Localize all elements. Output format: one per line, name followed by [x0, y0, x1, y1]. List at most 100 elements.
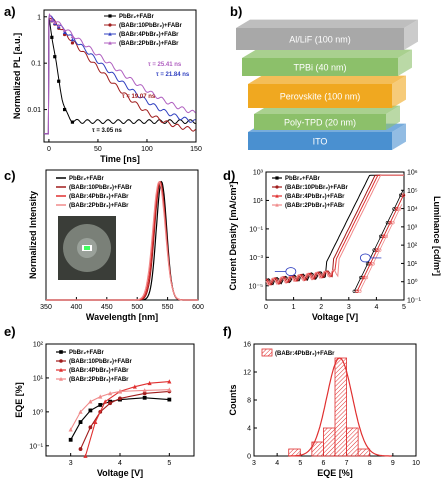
panel-label: e) — [4, 324, 16, 339]
eqe-marker — [88, 399, 93, 404]
y2-tick-label: 10⁶ — [407, 170, 418, 177]
legend-entry: (BABr:10PbBr₂)+FABr — [119, 23, 183, 29]
layer-top-face — [248, 75, 406, 84]
x-tick-label: 100 — [141, 146, 153, 153]
legend-entry: (BABr:2PbBr₂)+FABr — [69, 377, 129, 383]
x-tick-label: 450 — [101, 304, 113, 311]
eqe-line — [70, 397, 170, 441]
eqe-marker — [117, 389, 123, 394]
series-marker — [53, 20, 57, 25]
x-tick-label: 400 — [71, 304, 83, 311]
y-tick-label: 0.1 — [31, 61, 41, 68]
legend-entry: (BABr:4PbBr₂)+FABr — [285, 194, 345, 200]
legend-marker — [59, 367, 63, 372]
eqe-marker — [132, 384, 137, 389]
layer-top-face — [242, 49, 412, 58]
eqe-marker — [147, 380, 152, 386]
x-axis-label: Wavelength [nm] — [86, 312, 158, 322]
y2-tick-label: 10⁰ — [407, 278, 418, 286]
layer-label: ITO — [313, 137, 328, 147]
series-marker — [70, 37, 75, 42]
indicator-circle — [359, 253, 371, 263]
x-tick-label: 4 — [374, 304, 378, 311]
layer-front-face — [254, 114, 386, 130]
current-density-line — [265, 174, 404, 286]
x-tick-label: 5 — [298, 460, 302, 467]
legend-entry: PbBr₂+FABr — [69, 176, 105, 182]
legend-entry: PbBr₂+FABr — [285, 176, 321, 182]
legend-marker — [275, 203, 279, 207]
legend-entry: PbBr₂+FABr — [119, 14, 155, 20]
legend-entry: (BABr:2PbBr₂)+FABr — [69, 203, 129, 209]
y-axis-label: Current Density [mA/cm²] — [228, 181, 238, 290]
axes-a-frame — [43, 9, 197, 143]
legend-entry: (BABr:10PbBr₂)+FABr — [285, 185, 349, 191]
x-tick-label: 9 — [391, 460, 395, 467]
legend-swatch — [261, 348, 273, 357]
luminance-marker — [371, 262, 375, 266]
eqe-marker — [98, 394, 103, 399]
layer-label: Perovskite (100 nm) — [280, 92, 361, 102]
series-marker — [56, 23, 61, 28]
x-tick-label: 4 — [275, 460, 279, 467]
y-tick-label: 10⁻¹ — [29, 443, 43, 450]
series-marker — [57, 79, 61, 83]
legend-entry: (BABr:2PbBr₂)+FABr — [119, 41, 179, 47]
x-tick-label: 8 — [368, 460, 372, 467]
x-axis-label: EQE [%] — [317, 468, 353, 478]
eqe-marker — [142, 391, 147, 396]
x-tick-label: 1 — [292, 304, 296, 311]
y-axis-label: EQE [%] — [14, 382, 24, 418]
eqe-line — [70, 389, 170, 430]
layer-side-face — [404, 19, 418, 50]
y-tick-label: 10⁻³ — [249, 255, 263, 262]
legend-marker — [108, 14, 112, 18]
legend-entry: (BABr:4PbBr₂)+FABr — [69, 194, 129, 200]
luminance-marker — [358, 289, 362, 293]
layer-side-face — [392, 75, 406, 108]
y2-axis-label: Luminance [cd/m²] — [432, 196, 442, 276]
x-tick-label: 6 — [321, 460, 325, 467]
luminance-line — [359, 204, 403, 292]
series-marker — [62, 30, 67, 34]
y-tick-label: 4 — [247, 426, 251, 433]
panel-a: 0 50 100 150 1 0.1 0.01 Time [ns] Normalized PL … — [12, 9, 202, 164]
x-tick-label: 350 — [40, 304, 52, 311]
eqe-marker — [68, 437, 73, 442]
eqe-marker — [78, 420, 83, 424]
eqe-marker — [142, 388, 147, 393]
x-tick-label: 50 — [94, 146, 102, 153]
layer-front-face — [242, 58, 398, 76]
panel-label: a) — [4, 4, 16, 19]
y-tick-label: 10³ — [253, 170, 264, 177]
y2-tick-label: 10⁵ — [407, 188, 418, 195]
series-marker — [70, 41, 75, 45]
legend-marker — [59, 359, 63, 363]
eqe-marker — [78, 409, 83, 414]
legend-entry: PbBr₂+FABr — [69, 350, 105, 356]
tau-annotation: τ = 21.84 ns — [156, 72, 190, 78]
x-tick-label: 3 — [252, 460, 256, 467]
series-marker — [62, 28, 67, 32]
histogram-bar — [346, 427, 359, 457]
x-tick-label: 4 — [118, 460, 122, 467]
histogram-bar — [323, 427, 336, 457]
legend-entry: (BABr:4PbBr₂)+FABr — [275, 351, 335, 357]
eqe-marker — [167, 379, 172, 384]
y-tick-label: 10¹ — [33, 375, 44, 382]
layer-label: TPBi (40 nm) — [293, 63, 346, 73]
panel-label: c) — [4, 168, 16, 183]
series-marker — [50, 18, 54, 22]
legend-entry: (BABr:10PbBr₂)+FABr — [69, 359, 133, 365]
layer-front-face — [236, 28, 404, 50]
eqe-marker — [68, 427, 73, 432]
eqe-marker — [93, 419, 98, 424]
series-line — [44, 12, 196, 135]
x-tick-label: 0 — [47, 146, 51, 153]
x-axis-label: Voltage [V] — [312, 312, 358, 322]
legend-marker — [59, 376, 63, 381]
y-tick-label: 10² — [33, 342, 44, 349]
x-tick-label: 7 — [345, 460, 349, 467]
x-tick-label: 10 — [412, 460, 420, 467]
